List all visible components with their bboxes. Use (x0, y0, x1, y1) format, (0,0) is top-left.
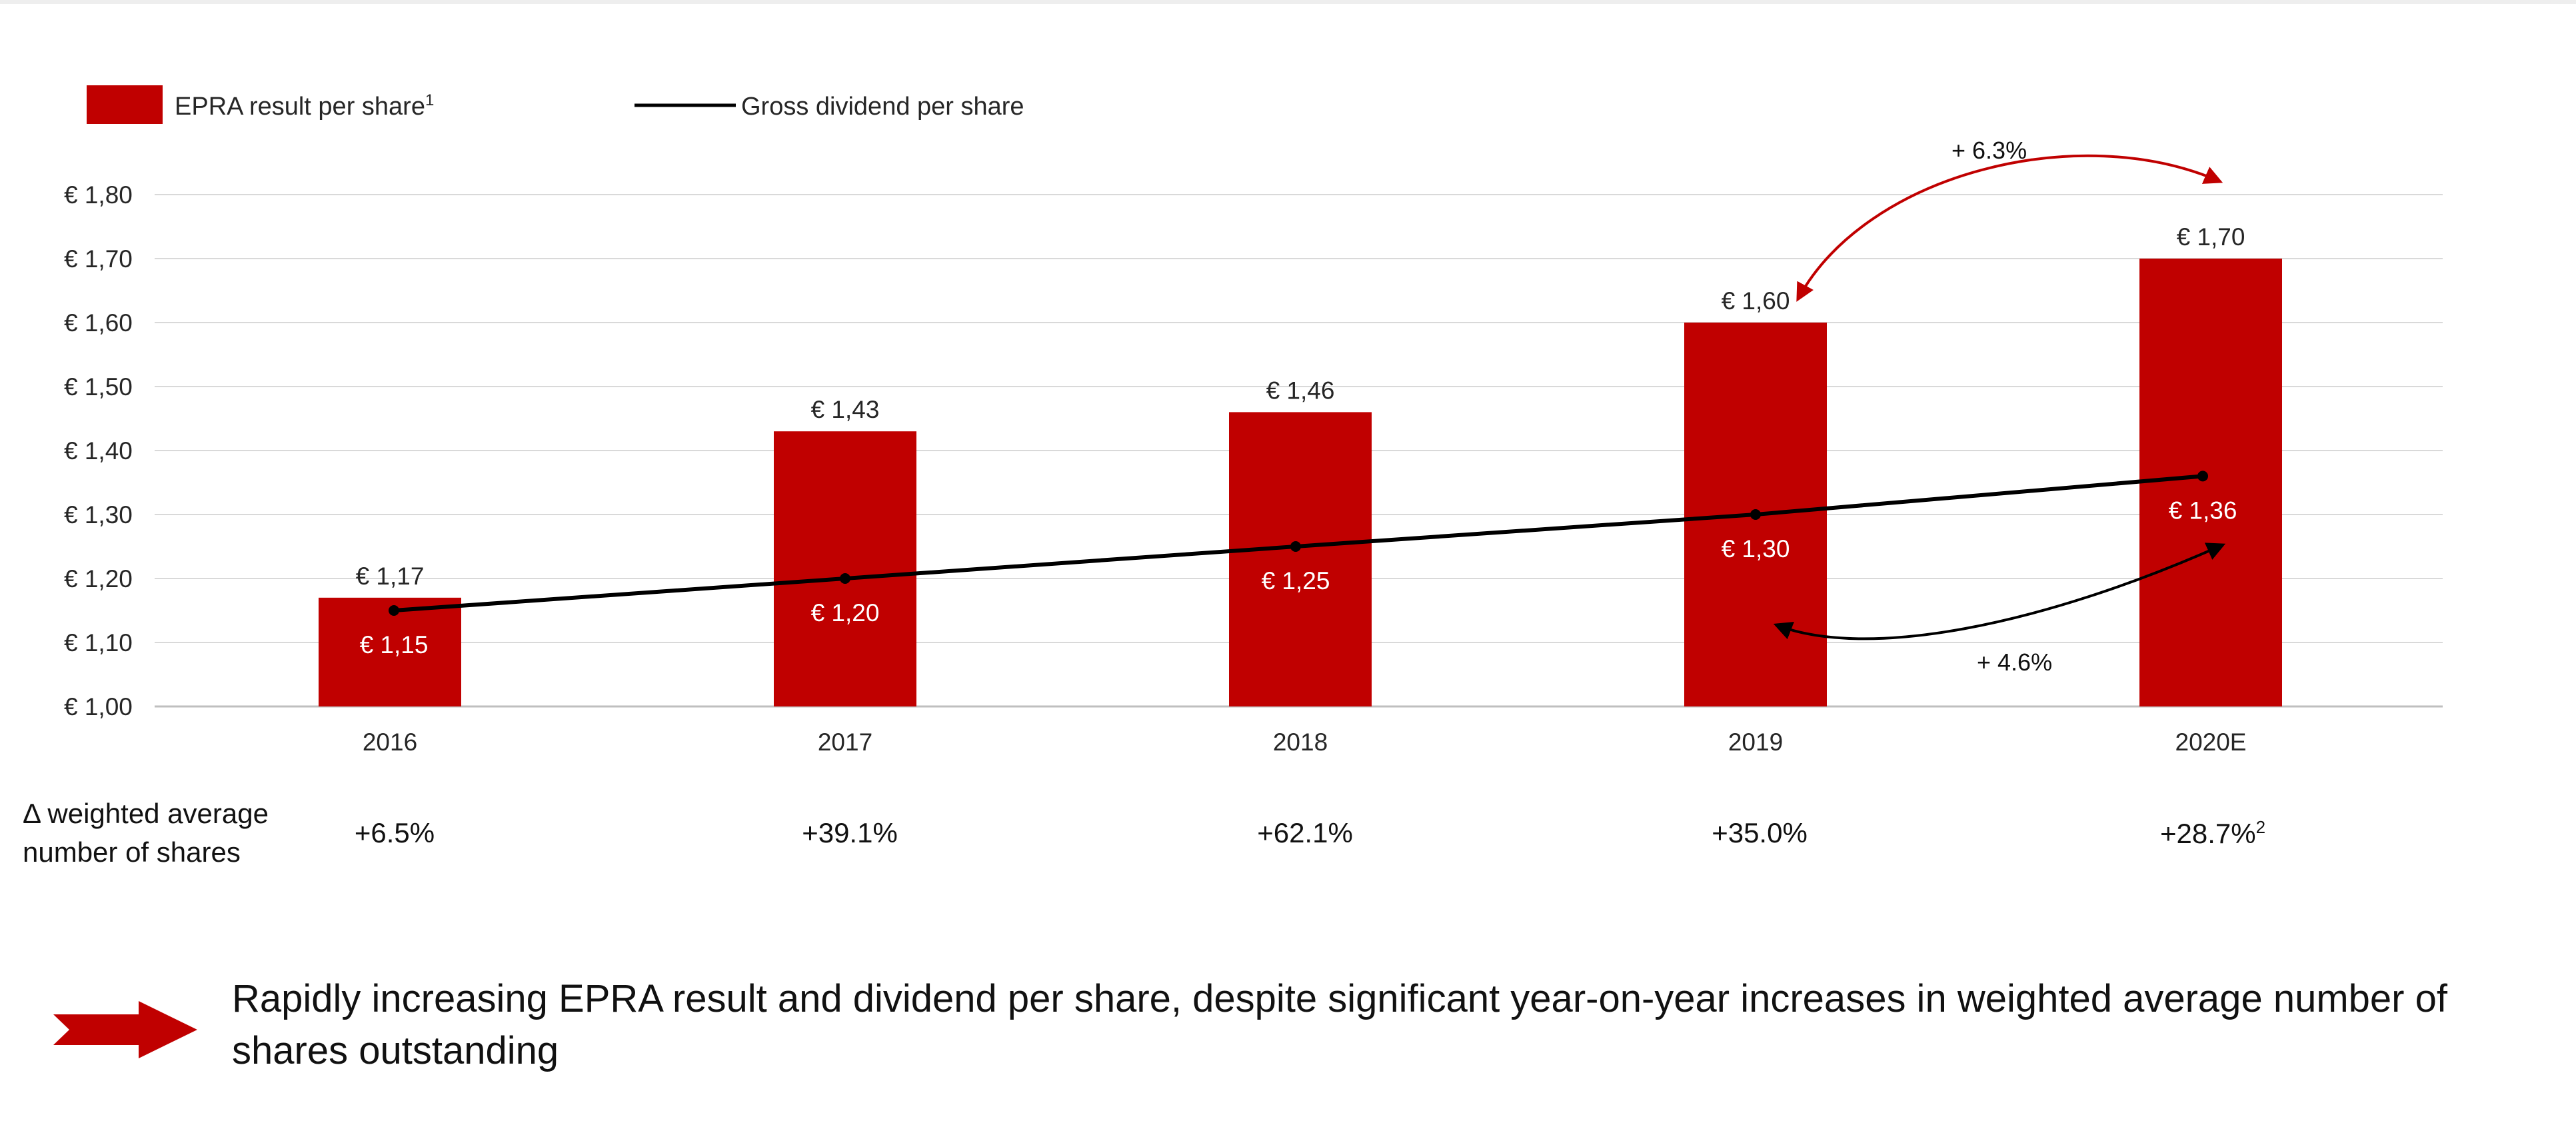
growth-value-2018: +62.1% (1257, 817, 1353, 848)
bar-data-label: € 1,60 (1722, 287, 1790, 315)
dividend-data-label: € 1,36 (2169, 497, 2237, 524)
y-axis-ticks: € 1,00 € 1,10 € 1,20 € 1,30 € 1,40 € 1,50 € 1,… (64, 181, 133, 720)
y-tick-label: € 1,10 (64, 629, 133, 656)
bars (319, 259, 2282, 706)
y-tick-label: € 1,40 (64, 437, 133, 465)
annotation-epra-growth: + 6.3% (1796, 137, 2223, 302)
y-tick-label: € 1,00 (64, 693, 133, 720)
x-tick-label: 2019 (1728, 728, 1783, 756)
dividend-point (1290, 541, 1301, 552)
dividend-data-label: € 1,25 (1262, 567, 1330, 594)
growth-value-2017: +39.1% (802, 817, 898, 848)
legend-bar-label: EPRA result per share1 (175, 91, 434, 121)
legend-line-label: Gross dividend per share (741, 93, 1024, 121)
y-tick-label: € 1,20 (64, 565, 133, 592)
y-tick-label: € 1,30 (64, 501, 133, 529)
red-arrow-right-icon (53, 1001, 197, 1058)
conclusion-text: Rapidly increasing EPRA result and divid… (232, 977, 2447, 1072)
dividend-line (389, 471, 2208, 616)
annotation-epra-label: + 6.3% (1951, 137, 2027, 164)
dividend-data-label: € 1,20 (811, 599, 880, 626)
growth-value-2019: +35.0% (1712, 817, 1808, 848)
bar-data-label: € 1,70 (2177, 223, 2245, 251)
bar (2139, 259, 2282, 706)
bar (1229, 412, 1372, 706)
bar-data-label: € 1,43 (811, 396, 880, 423)
x-axis-ticks: 2016 2017 2018 2019 2020E (363, 728, 2247, 756)
x-tick-label: 2020E (2175, 728, 2247, 756)
bar-data-label: € 1,46 (1266, 377, 1335, 404)
bar (319, 597, 461, 706)
annotation-dividend-label: + 4.6% (1977, 648, 2052, 676)
x-tick-label: 2018 (1273, 728, 1328, 756)
annotation-epra-arrow (1796, 154, 2223, 302)
legend: EPRA result per share1 Gross dividend pe… (87, 85, 1024, 124)
growth-value-2016: +6.5% (354, 817, 435, 848)
legend-bar-swatch (87, 85, 163, 124)
annotation-dividend-arrow (1773, 543, 2226, 640)
x-tick-label: 2017 (818, 728, 872, 756)
top-border (0, 0, 2576, 4)
x-tick-label: 2016 (363, 728, 417, 756)
dividend-point (2197, 471, 2208, 482)
dividend-point (1750, 509, 1761, 520)
bar (774, 431, 916, 706)
y-tick-label: € 1,80 (64, 181, 133, 209)
annotation-dividend-growth: + 4.6% (1773, 543, 2226, 676)
growth-value-2020e: +28.7%2 (2159, 817, 2266, 849)
chart: € 1,00 € 1,10 € 1,20 € 1,30 € 1,40 € 1,50 € 1,… (64, 85, 2443, 756)
dividend-point (389, 605, 399, 616)
dividend-data-label: € 1,15 (360, 631, 429, 658)
dividend-point (840, 573, 850, 584)
dividend-data-label: € 1,30 (1722, 535, 1790, 563)
y-tick-label: € 1,60 (64, 309, 133, 337)
y-tick-label: € 1,70 (64, 245, 133, 273)
growth-row-title: Δ weighted average number of shares (23, 798, 269, 868)
conclusion: Rapidly increasing EPRA result and divid… (53, 973, 2519, 1086)
bar-data-label: € 1,17 (356, 563, 425, 590)
y-tick-label: € 1,50 (64, 373, 133, 401)
